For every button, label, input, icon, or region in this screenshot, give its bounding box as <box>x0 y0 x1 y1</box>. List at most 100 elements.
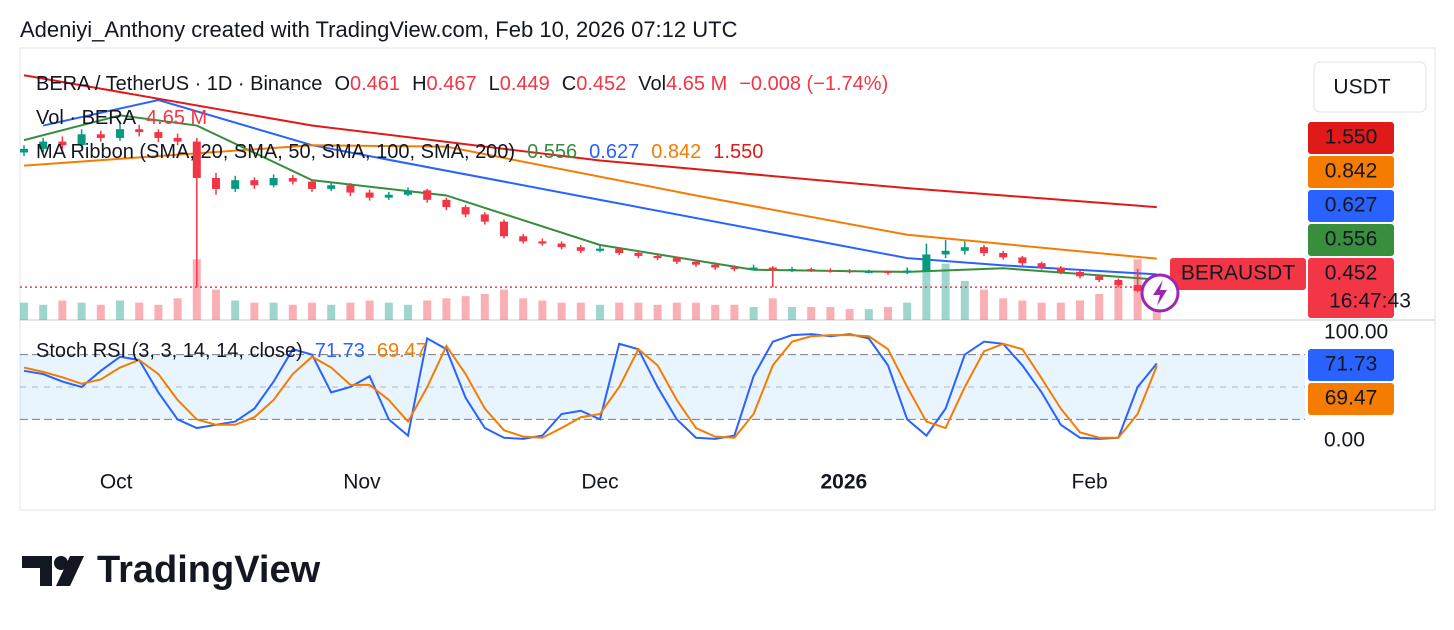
legend-item: −0.008 (−1.74%) <box>739 73 888 95</box>
volume-bar <box>231 300 240 320</box>
candle-body <box>173 137 182 142</box>
candle-body <box>384 194 393 198</box>
candle-body <box>538 241 547 244</box>
volume-bar <box>596 304 604 320</box>
legend-item: Vol <box>638 73 666 95</box>
volume-bar <box>692 302 700 320</box>
legend-item: Vol · BERA <box>36 107 137 129</box>
volume-bar <box>135 302 144 320</box>
candle-body <box>1076 271 1084 277</box>
ma-line <box>42 99 1157 276</box>
candle-body <box>96 134 105 138</box>
volume-bar <box>384 302 393 320</box>
candle-body <box>557 243 566 248</box>
legend-item: 0.449 <box>500 73 550 95</box>
candle-body <box>615 248 624 253</box>
volume-bar <box>442 298 451 320</box>
volume-bar <box>980 289 988 320</box>
volume-bar <box>1152 309 1161 320</box>
candle-body <box>20 148 28 153</box>
candle-body <box>884 271 892 273</box>
candle-body <box>1095 276 1104 280</box>
volume-bar <box>960 281 969 320</box>
volume-bar <box>903 302 912 320</box>
last-price-label: 0.452 <box>1325 262 1378 285</box>
candle-body <box>250 180 259 186</box>
legend-item: 4.65 M <box>146 107 207 129</box>
candle-body <box>461 207 470 215</box>
candle-body <box>1037 263 1046 268</box>
volume-bar <box>788 307 796 320</box>
candle-body <box>1018 257 1027 264</box>
volume-bar <box>20 302 28 320</box>
candle-body <box>116 129 124 138</box>
volume-bar <box>672 302 681 320</box>
volume-bar <box>634 302 643 320</box>
volume-bar <box>711 304 720 320</box>
volume-bar <box>768 298 777 320</box>
volume-bar <box>653 304 662 320</box>
chart-frame <box>19 47 1436 511</box>
candle-body <box>77 134 86 146</box>
volume-bar <box>461 296 470 320</box>
volume-bar <box>1114 281 1123 320</box>
candle-body <box>903 270 912 273</box>
candle-body <box>1056 267 1065 272</box>
volume-bar <box>884 307 892 320</box>
volume-bar <box>557 302 566 320</box>
candle-body <box>999 252 1008 258</box>
price-badge <box>1308 190 1394 222</box>
x-tick-label: Nov <box>343 471 381 494</box>
legend-item: O <box>334 73 350 95</box>
legend-item: 0.842 <box>651 141 701 163</box>
legend-item: 0.556 <box>527 141 577 163</box>
candle-body <box>826 270 835 272</box>
ma-line <box>23 114 1157 281</box>
legend-item: 0.627 <box>589 141 639 163</box>
stoch-tick-label: 100.00 <box>1324 321 1388 344</box>
volume-bar <box>269 302 278 320</box>
legend: Vol · BERA 4.65 M <box>36 107 207 129</box>
volume-bar <box>308 302 316 320</box>
volume-bar <box>154 304 163 320</box>
volume-bar <box>807 307 816 320</box>
candle-body <box>442 199 451 208</box>
legend-item: 69.47 <box>377 340 427 362</box>
volume-bar <box>845 309 854 320</box>
currency-box[interactable] <box>1313 61 1427 113</box>
volume-bar <box>212 289 220 320</box>
legend-item: L <box>489 73 500 95</box>
symbol-badge-label: BERAUSDT <box>1181 262 1296 285</box>
candle-body <box>596 248 604 251</box>
stoch-legend: Stoch RSI (3, 3, 14, 14, close) 71.73 69.4… <box>36 340 427 362</box>
logo-dot <box>54 556 68 570</box>
candle-body <box>365 192 374 198</box>
candle-body <box>653 255 662 259</box>
x-tick-label: Feb <box>1072 471 1108 494</box>
logo-text: TradingView <box>97 549 321 591</box>
candle-body <box>1114 279 1123 286</box>
countdown: 16:47:43 <box>1329 290 1411 313</box>
candle-body <box>672 258 681 262</box>
price-badge-label: 0.556 <box>1325 228 1378 251</box>
currency: USDT <box>1333 76 1390 99</box>
candle-body <box>39 141 48 149</box>
stoch-badge-label: 71.73 <box>1325 353 1378 376</box>
volume-bar <box>250 302 259 320</box>
stoch-badge-label: 69.47 <box>1325 387 1378 410</box>
legend-item: Stoch RSI (3, 3, 14, 14, close) <box>36 340 303 362</box>
price-badge <box>1308 156 1394 188</box>
x-tick-label: Dec <box>581 471 618 494</box>
legend-item: 0.467 <box>427 73 477 95</box>
candle-body <box>576 247 585 251</box>
candle-body <box>135 129 144 133</box>
last-price-badge <box>1308 258 1394 318</box>
candle-body <box>749 267 758 270</box>
volume-bar <box>96 304 105 320</box>
stoch-badge <box>1308 349 1394 381</box>
legend: BERA / TetherUS · 1D · Binance O0.461 H0.4… <box>36 73 888 95</box>
credit: Adeniyi_Anthony created with TradingView… <box>20 17 738 42</box>
volume-bar <box>999 298 1008 320</box>
legend: MA Ribbon (SMA, 20, SMA, 50, SMA, 100, S… <box>36 141 763 163</box>
